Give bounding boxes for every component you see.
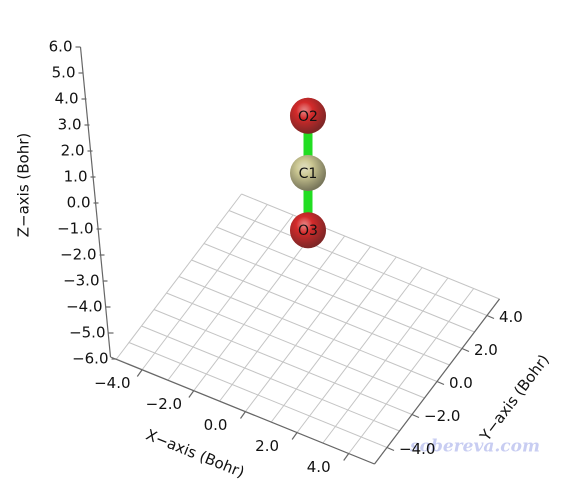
z-tick-label: 2.0 (61, 142, 85, 160)
x-tick-label: 4.0 (307, 458, 331, 476)
y-tick-label: 0.0 (449, 374, 473, 392)
y-tick-label: −2.0 (424, 407, 460, 425)
x-tick-label: 0.0 (204, 416, 228, 434)
y-tick-label: −4.0 (399, 440, 435, 458)
y-tick (411, 413, 420, 419)
y-axis-title: Y−axis (Bohr) (476, 351, 553, 445)
atom (290, 97, 326, 134)
x-tick (136, 369, 143, 377)
grid-line (216, 226, 475, 333)
z-tick-label: −4.0 (66, 298, 102, 316)
x-axis (110, 356, 375, 465)
z-tick-label: −2.0 (60, 246, 96, 264)
z-tick-label: −1.0 (57, 220, 93, 238)
z-tick-label: −6.0 (72, 350, 108, 368)
z-tick-label: 1.0 (64, 168, 88, 186)
z-tick-label: 0.0 (67, 194, 91, 212)
x-tick (188, 390, 195, 398)
z-tick-label: 4.0 (55, 90, 79, 108)
grid-line (203, 243, 463, 349)
grid-line (241, 193, 500, 300)
grid-line (296, 267, 423, 433)
atom (290, 212, 326, 249)
x-tick (240, 411, 246, 419)
grid-line (270, 256, 397, 423)
atom-label: O3 (298, 223, 318, 239)
x-tick-label: 2.0 (255, 437, 279, 455)
x-tick-label: −4.0 (94, 374, 130, 392)
y-tick (386, 446, 395, 452)
atom-label: O2 (298, 109, 318, 125)
atom (290, 155, 326, 191)
x-tick (343, 453, 350, 461)
grid-line (322, 277, 449, 444)
x-tick-label: −2.0 (146, 395, 182, 413)
y-tick (461, 347, 470, 353)
z-tick-label: −3.0 (63, 272, 99, 290)
y-tick (436, 380, 445, 386)
y-tick-label: 2.0 (474, 341, 498, 359)
x-axis-title: X−axis (Bohr) (143, 426, 247, 482)
grid-line (228, 210, 488, 316)
grid-line (191, 259, 450, 366)
y-tick-label: 4.0 (499, 308, 523, 326)
z-axis-title: Z−axis (Bohr) (15, 133, 33, 238)
grid-line (178, 276, 438, 382)
y-tick (486, 314, 495, 320)
z-tick-label: 3.0 (58, 116, 82, 134)
grid-line (348, 288, 475, 454)
x-tick (291, 432, 298, 440)
z-tick-label: 6.0 (49, 38, 73, 56)
watermark: sobereva.com (409, 437, 540, 457)
z-tick-label: 5.0 (52, 64, 76, 82)
z-tick-label: −5.0 (69, 324, 105, 342)
atom-label: C1 (299, 166, 318, 182)
